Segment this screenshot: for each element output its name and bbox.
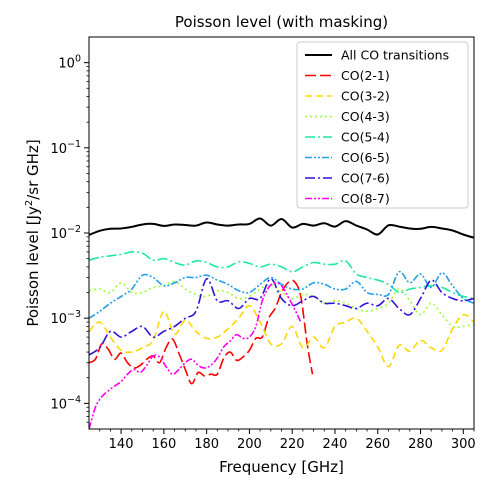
series-line-co-8-7 bbox=[89, 281, 302, 429]
series-line-co-6-5 bbox=[89, 270, 474, 319]
series-line-co-2-1 bbox=[89, 279, 314, 385]
legend: All CO transitions CO(2-1) CO(3-2) CO(4-3) C… bbox=[296, 41, 469, 209]
series-line-co-7-6 bbox=[89, 277, 474, 356]
y-tick-label: 10−1 bbox=[50, 139, 81, 157]
y-axis-label: Poisson level [Jy2/sr GHz] bbox=[24, 139, 42, 326]
y-tick-label: 100 bbox=[58, 54, 81, 72]
y-tick-label: 10−2 bbox=[50, 224, 81, 242]
x-tick-label: 160 bbox=[151, 437, 176, 452]
legend-label: CO(6-5) bbox=[341, 150, 390, 165]
series-line-all-co bbox=[89, 217, 474, 239]
series-layer bbox=[89, 217, 474, 429]
legend-label: CO(7-6) bbox=[341, 171, 390, 186]
x-tick-label: 300 bbox=[451, 437, 476, 452]
y-axis-label-prefix: Poisson level [Jy bbox=[24, 206, 42, 327]
series-line-co-3-2 bbox=[89, 304, 474, 368]
x-axis: 140 160 180 200 220 240 260 280 300 bbox=[99, 429, 476, 452]
y-tick-label: 10−3 bbox=[50, 309, 81, 327]
x-tick-label: 140 bbox=[109, 437, 134, 452]
x-tick-label: 240 bbox=[323, 437, 348, 452]
x-tick-label: 200 bbox=[237, 437, 262, 452]
x-tick-label: 220 bbox=[280, 437, 305, 452]
y-tick-label: 10−4 bbox=[50, 394, 81, 412]
legend-label: CO(4-3) bbox=[341, 109, 390, 124]
y-axis-label-suffix: /sr GHz] bbox=[24, 139, 42, 199]
legend-label: CO(2-1) bbox=[341, 68, 390, 83]
chart-title: Poisson level (with masking) bbox=[175, 13, 388, 31]
x-axis-label: Frequency [GHz] bbox=[219, 458, 344, 476]
x-tick-label: 180 bbox=[194, 437, 219, 452]
series-line-co-5-4 bbox=[89, 251, 474, 300]
legend-label: All CO transitions bbox=[341, 48, 449, 63]
legend-label: CO(8-7) bbox=[341, 191, 390, 206]
series-line-co-4-3 bbox=[89, 280, 474, 329]
y-axis-label-superscript: 2 bbox=[24, 200, 35, 206]
x-tick-label: 260 bbox=[365, 437, 390, 452]
y-axis: 10−4 10−3 10−2 10−1 100 bbox=[50, 54, 89, 423]
x-tick-label: 280 bbox=[408, 437, 433, 452]
legend-box bbox=[296, 41, 469, 209]
legend-label: CO(5-4) bbox=[341, 130, 390, 145]
legend-label: CO(3-2) bbox=[341, 89, 390, 104]
